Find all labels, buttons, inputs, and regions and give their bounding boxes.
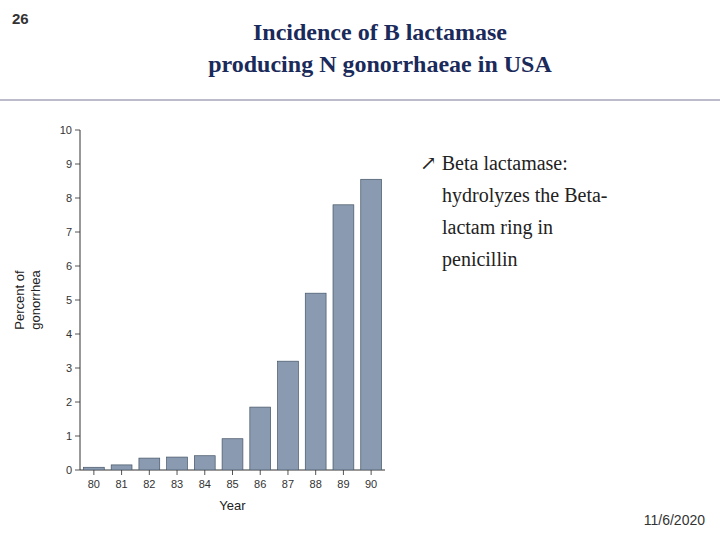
y-tick-label: 5 <box>66 294 72 306</box>
y-tick <box>75 436 80 437</box>
x-tick <box>121 470 122 475</box>
x-tick-label: 86 <box>254 478 266 490</box>
y-tick <box>75 198 80 199</box>
y-tick-label: 4 <box>66 328 72 340</box>
y-tick <box>75 470 80 471</box>
x-tick <box>232 470 233 475</box>
y-tick-label: 10 <box>60 124 72 136</box>
y-axis-line <box>80 130 81 470</box>
y-tick <box>75 266 80 267</box>
y-tick <box>75 130 80 131</box>
y-tick <box>75 402 80 403</box>
bar <box>111 465 132 470</box>
y-tick <box>75 334 80 335</box>
y-tick-label: 6 <box>66 260 72 272</box>
x-tick-label: 84 <box>199 478 211 490</box>
bar <box>83 467 104 470</box>
slide-number: 26 <box>12 10 29 27</box>
y-tick-label: 9 <box>66 158 72 170</box>
y-axis-label: Percent ofgonorrhea <box>12 270 43 330</box>
x-tick-label: 85 <box>226 478 238 490</box>
x-tick-label: 88 <box>310 478 322 490</box>
y-tick-label: 8 <box>66 192 72 204</box>
y-tick-label: 3 <box>66 362 72 374</box>
bar <box>305 293 326 470</box>
y-tick-label: 1 <box>66 430 72 442</box>
x-tick-label: 87 <box>282 478 294 490</box>
bar <box>167 457 188 470</box>
page: 26Incidence of B lactamaseproducing N go… <box>0 0 720 540</box>
x-tick <box>177 470 178 475</box>
bar <box>139 458 160 470</box>
y-tick-label: 0 <box>66 464 72 476</box>
y-tick <box>75 164 80 165</box>
title: Incidence of B lactamaseproducing N gono… <box>208 19 552 77</box>
x-tick-label: 80 <box>88 478 100 490</box>
x-tick-label: 90 <box>365 478 377 490</box>
y-tick-label: 2 <box>66 396 72 408</box>
x-tick-label: 83 <box>171 478 183 490</box>
bar <box>250 407 271 470</box>
y-tick <box>75 368 80 369</box>
bar <box>194 456 215 470</box>
x-tick <box>315 470 316 475</box>
y-tick <box>75 232 80 233</box>
bar <box>222 439 243 470</box>
x-tick-label: 89 <box>337 478 349 490</box>
x-tick <box>371 470 372 475</box>
divider <box>0 99 720 101</box>
x-tick <box>149 470 150 475</box>
y-tick-label: 7 <box>66 226 72 238</box>
bullet-text: ↗ Beta lactamase:hydrolyzes the Beta-lac… <box>420 152 608 271</box>
x-tick <box>260 470 261 475</box>
x-tick <box>343 470 344 475</box>
x-tick <box>287 470 288 475</box>
y-tick <box>75 300 80 301</box>
bars <box>83 179 381 470</box>
x-tick <box>93 470 94 475</box>
x-axis-label: Year <box>219 498 246 513</box>
x-tick <box>204 470 205 475</box>
x-tick-label: 82 <box>143 478 155 490</box>
x-tick-label: 81 <box>115 478 127 490</box>
bar <box>278 361 299 470</box>
bar <box>361 179 382 470</box>
bar <box>333 205 354 470</box>
axes: 0123456789108081828384858687888990 <box>60 124 385 490</box>
date: 11/6/2020 <box>644 512 705 528</box>
